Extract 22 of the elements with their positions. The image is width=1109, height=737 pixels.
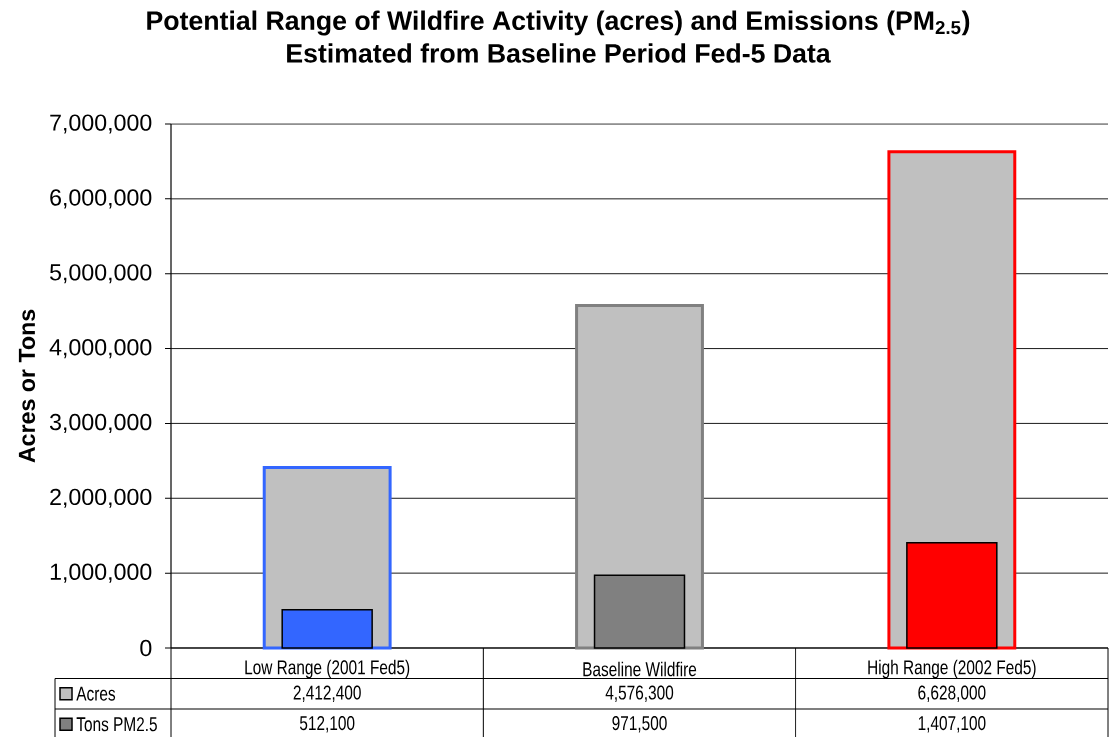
data-label: 971,500 [612, 715, 667, 733]
y-tick-label: 1,000,000 [50, 563, 152, 583]
y-tick-label: 5,000,000 [50, 264, 152, 284]
y-axis-title: Acres or Tons [18, 309, 36, 463]
legend-label: Tons PM2.5 [76, 717, 157, 732]
chart-title: Potential Range of Wildfire Activity (acres) and Emissions (PM$_{2.5}$) [147, 10, 970, 36]
chart-subtitle: Estimated from Baseline Period Fed-5 Data [287, 43, 831, 63]
legend-label: Acres [76, 686, 116, 701]
data-label: 6,628,000 [918, 685, 986, 702]
data-label: 512,100 [299, 715, 355, 733]
y-tick-label: 6,000,000 [50, 189, 152, 209]
data-label: 2,412,400 [293, 685, 361, 702]
x-tick-label: High Range (2002 Fed5) [868, 659, 1036, 679]
y-tick-label: 3,000,000 [49, 413, 152, 433]
data-label: 1,407,100 [918, 715, 986, 733]
y-tick-label: 4,000,000 [49, 338, 152, 359]
x-tick-label: Low Range (2001 Fed5) [245, 659, 410, 679]
x-tick-label: Baseline Wildfire [583, 661, 697, 677]
data-label: 4,576,300 [605, 685, 674, 702]
y-tick-label: 0 [140, 639, 152, 657]
y-tick-label: 2,000,000 [50, 488, 152, 508]
y-tick-label: 7,000,000 [50, 114, 152, 134]
